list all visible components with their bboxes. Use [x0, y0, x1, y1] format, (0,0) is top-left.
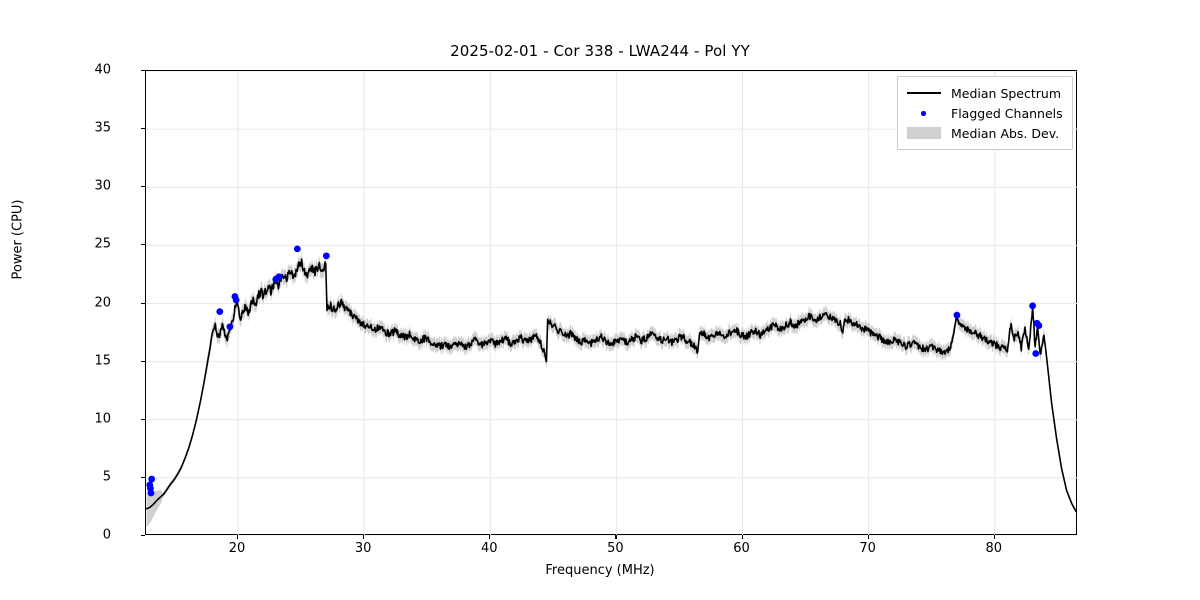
legend-label-median-spectrum: Median Spectrum [951, 85, 1062, 101]
y-tick-label: 5 [102, 469, 111, 485]
x-tick-mark [867, 535, 869, 539]
x-tick-label: 20 [228, 541, 246, 556]
x-tick-mark [363, 535, 365, 539]
flagged-channel-point [1035, 322, 1043, 329]
y-tick-label: 30 [94, 178, 111, 194]
legend-line-key-icon [905, 85, 943, 101]
y-tick-mark [141, 70, 145, 72]
y-tick-mark [141, 186, 145, 188]
flagged-channel-point [1032, 350, 1040, 357]
x-tick-label: 60 [733, 541, 750, 556]
y-tick-mark [141, 360, 145, 362]
median-spectrum-line [146, 258, 1077, 513]
legend-label-median-abs-dev: Median Abs. Dev. [951, 125, 1060, 141]
legend-dot-key-icon [905, 105, 943, 121]
legend-patch-key-icon [905, 125, 943, 141]
x-tick-label: 30 [354, 541, 372, 556]
y-tick-mark [141, 128, 145, 130]
y-tick-label: 10 [94, 411, 111, 427]
x-tick-mark [237, 535, 239, 539]
x-axis-label: Frequency (MHz) [545, 563, 655, 578]
flagged-channels-markers [146, 245, 1043, 497]
flagged-channel-point [232, 296, 240, 304]
legend-item-flagged-channels: Flagged Channels [905, 103, 1063, 123]
x-tick-label: 50 [607, 541, 624, 556]
flagged-channel-point [322, 252, 330, 260]
legend-label-flagged-channels: Flagged Channels [951, 105, 1063, 121]
y-tick-label: 15 [94, 353, 111, 369]
y-tick-label: 40 [94, 62, 111, 78]
flagged-channel-point [293, 245, 301, 253]
flagged-channel-point [226, 323, 234, 331]
legend-item-median-spectrum: Median Spectrum [905, 83, 1063, 103]
flagged-channel-point [147, 489, 155, 497]
flagged-channel-point [216, 308, 224, 316]
y-tick-label: 0 [102, 527, 111, 543]
flagged-channel-point [275, 273, 283, 281]
y-tick-mark [141, 302, 145, 304]
x-tick-mark [993, 535, 995, 539]
y-tick-mark [141, 476, 145, 478]
legend: Median Spectrum Flagged Channels Median … [897, 76, 1073, 150]
x-tick-mark [741, 535, 743, 539]
y-tick-label: 35 [94, 120, 111, 136]
x-tick-label: 40 [481, 541, 498, 556]
y-tick-mark [141, 418, 145, 420]
y-axis-label: Power (CPU) [10, 199, 26, 280]
y-tick-mark [141, 535, 145, 537]
x-tick-label: 80 [985, 541, 1003, 556]
plot-title: 2025-02-01 - Cor 338 - LWA244 - Pol YY [450, 42, 750, 60]
median-abs-dev-band [146, 251, 1077, 527]
legend-item-median-abs-dev: Median Abs. Dev. [905, 123, 1063, 143]
y-tick-label: 25 [94, 236, 111, 252]
y-tick-label: 20 [94, 295, 111, 310]
flagged-channel-point [148, 475, 156, 483]
flagged-channel-point [1029, 302, 1036, 310]
flagged-channel-point [953, 311, 961, 319]
x-tick-mark [489, 535, 491, 539]
x-tick-label: 70 [859, 541, 876, 556]
x-tick-mark [615, 535, 617, 539]
y-tick-mark [141, 244, 145, 246]
